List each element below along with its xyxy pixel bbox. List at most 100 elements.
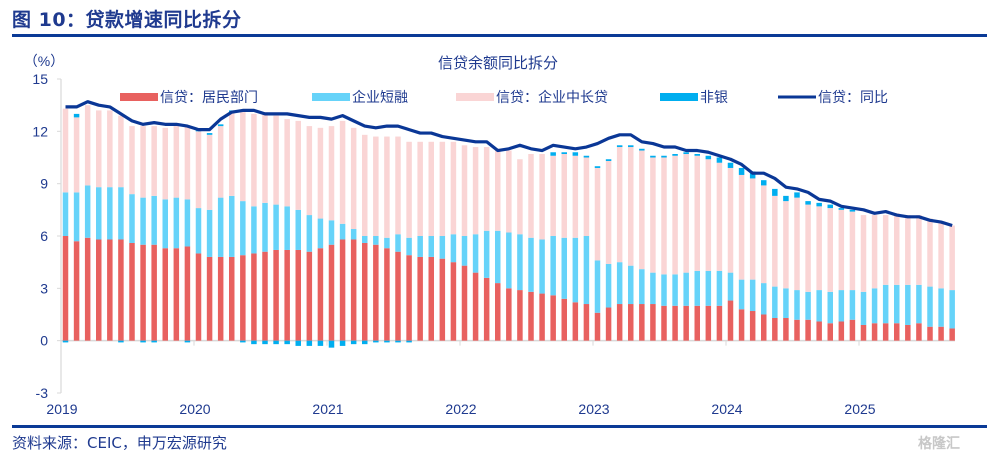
bar-corp_long (428, 141, 434, 236)
bar-corp_short (384, 237, 390, 249)
y-tick-label: -3 (36, 385, 49, 401)
bar-corp_long (517, 159, 523, 235)
bar-corp_short (694, 270, 700, 306)
bar-corp_short (195, 208, 202, 254)
bar-corp_short (162, 199, 168, 249)
bar-corp_long (761, 185, 767, 284)
bar-corp_long (384, 136, 390, 238)
y-tick-label: 15 (32, 71, 48, 87)
bar-corp_short (118, 187, 124, 240)
bar-corp_short (373, 236, 379, 245)
bar-household (306, 251, 313, 341)
bar-corp_long (495, 148, 501, 231)
legend-swatch-household (120, 93, 158, 101)
bar-household (949, 328, 955, 341)
bar-nonbank (262, 340, 268, 345)
bar-household (871, 323, 878, 341)
bar-household (328, 244, 335, 341)
bar-corp_long (927, 218, 933, 287)
bar-corp_short (628, 265, 634, 305)
bar-household (284, 249, 290, 341)
bar-corp_short (129, 194, 135, 243)
bar-corp_long (949, 225, 955, 291)
bar-corp_long (572, 155, 579, 238)
bar-nonbank (373, 340, 379, 343)
bar-nonbank (572, 152, 579, 156)
bar-household (716, 305, 723, 341)
bar-corp_long (84, 105, 91, 186)
bar-corp_short (483, 230, 490, 278)
bar-corp_long (860, 215, 867, 292)
bar-household (860, 324, 867, 341)
bar-corp_long (262, 112, 268, 203)
bar-nonbank (362, 340, 368, 345)
bar-corp_short (949, 290, 955, 329)
bar-household (162, 248, 168, 341)
bar-household (450, 262, 457, 341)
bar-household (838, 321, 845, 341)
bar-corp_long (206, 134, 213, 210)
bar-corp_short (583, 236, 590, 305)
bar-corp_short (439, 236, 446, 259)
bar-corp_short (273, 204, 279, 250)
bar-household (317, 248, 324, 341)
bar-household (938, 326, 944, 341)
bar-household (195, 253, 202, 341)
bar-corp_short (827, 291, 833, 324)
bar-household (339, 239, 346, 341)
bar-corp_long (661, 157, 667, 275)
bar-corp_short (816, 290, 822, 322)
bar-corp_short (594, 260, 601, 313)
bar-corp_short (229, 195, 235, 257)
bar-household (672, 305, 678, 341)
bar-corp_short (328, 220, 335, 245)
bar-corp_short (539, 239, 545, 294)
bar-household (816, 321, 822, 341)
bar-household (528, 291, 534, 341)
x-tick-label: 2024 (711, 401, 742, 417)
bar-nonbank (716, 157, 723, 163)
bar-nonbank (306, 340, 313, 346)
bar-corp_long (450, 141, 457, 235)
x-tick-label: 2020 (179, 401, 210, 417)
line-total-yoy (65, 100, 953, 228)
bar-nonbank (184, 340, 191, 343)
bar-nonbank (317, 340, 324, 346)
title-rule (12, 34, 987, 37)
bar-household (373, 244, 379, 341)
bar-corp_long (483, 147, 490, 231)
bar-corp_long (217, 126, 224, 198)
bar-household (572, 302, 579, 341)
bar-household (683, 305, 689, 341)
bar-corp_short (140, 197, 146, 245)
bar-household (727, 300, 734, 341)
y-tick-label: 0 (40, 333, 48, 349)
bar-corp_long (916, 215, 922, 285)
bar-corp_short (794, 290, 800, 320)
bar-household (262, 251, 268, 341)
bar-household (761, 314, 767, 341)
bar-corp_short (461, 236, 468, 266)
bar-household (96, 239, 102, 341)
bar-corp_short (450, 234, 457, 263)
bar-nonbank (650, 155, 656, 158)
legend-swatch-corp_long (456, 93, 494, 101)
bar-nonbank (683, 152, 689, 155)
bar-nonbank (395, 340, 401, 343)
bar-household (461, 265, 468, 341)
bar-nonbank (705, 155, 712, 160)
bar-corp_long (395, 136, 401, 235)
bar-household (805, 319, 811, 341)
bar-household (395, 251, 401, 341)
bar-nonbank (727, 162, 734, 168)
bar-corp_long (528, 154, 534, 238)
bar-corp_short (262, 202, 268, 252)
bar-corp_long (229, 112, 235, 196)
bar-nonbank (749, 171, 756, 179)
bar-corp_long (772, 195, 778, 287)
bar-nonbank (295, 340, 301, 346)
bar-household (229, 256, 235, 341)
bar-household (506, 288, 512, 341)
bar-corp_long (594, 167, 601, 261)
bar-household (550, 295, 556, 341)
